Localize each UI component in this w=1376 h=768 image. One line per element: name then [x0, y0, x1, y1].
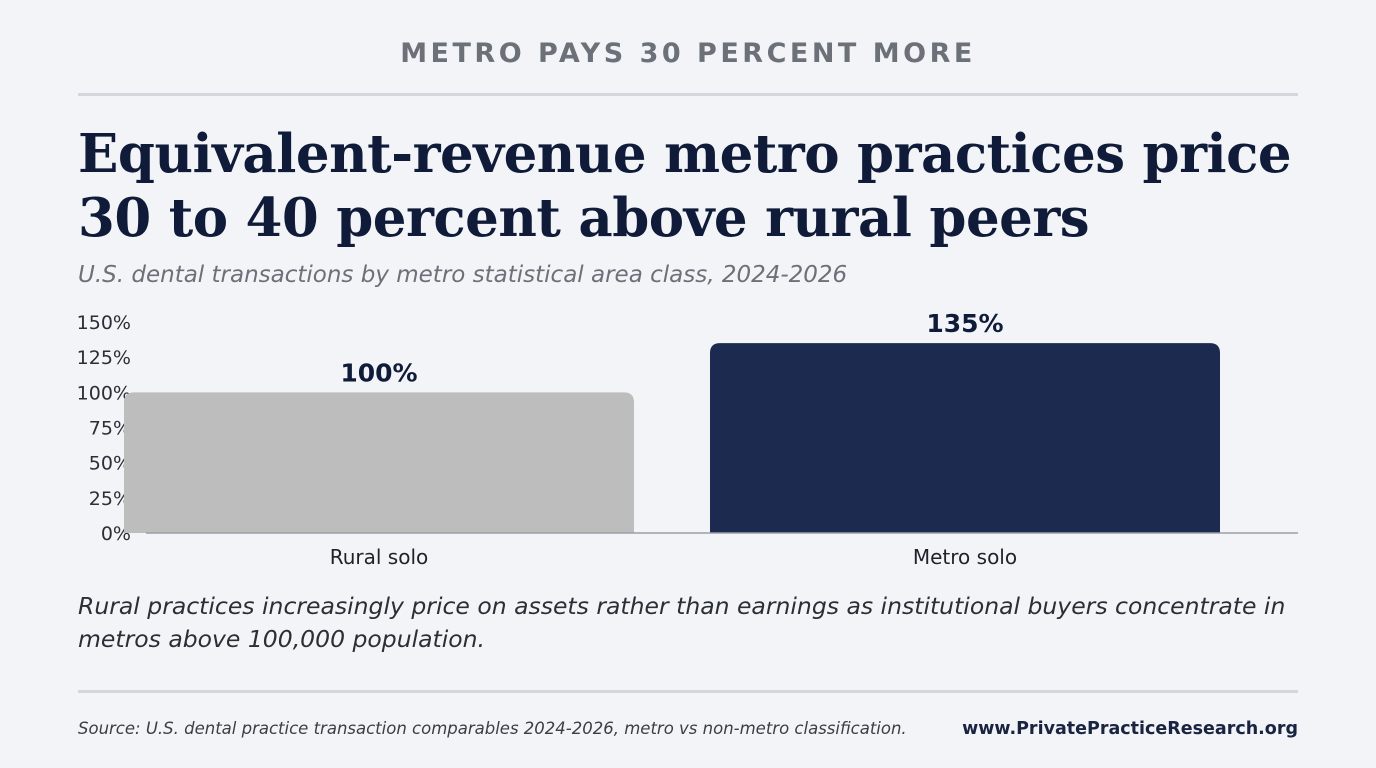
y-tick-label: 25%	[89, 488, 131, 510]
bar	[710, 343, 1220, 533]
website-link[interactable]: www.PrivatePracticeResearch.org	[962, 719, 1298, 739]
x-tick-label: Metro solo	[913, 545, 1017, 569]
chart-title: Equivalent-revenue metro practices price…	[78, 123, 1292, 249]
bar-chart: 0% 25% 50% 75% 100% 125% 150% 100% Rural solo 135…	[77, 309, 1298, 569]
bottom-divider	[78, 690, 1298, 693]
y-tick-label: 0%	[101, 523, 131, 545]
bar-value-label: 100%	[340, 358, 417, 387]
y-tick-label: 75%	[89, 418, 131, 440]
chart-subtitle: U.S. dental transactions by metro statis…	[78, 262, 848, 288]
y-tick-label: 125%	[77, 347, 131, 369]
y-tick-label: 150%	[77, 312, 131, 334]
y-tick-label: 100%	[77, 382, 131, 404]
x-tick-label: Rural solo	[330, 545, 429, 569]
y-tick-label: 50%	[89, 453, 131, 475]
top-divider	[78, 93, 1298, 96]
bar	[124, 392, 634, 533]
chart-note: Rural practices increasingly price on as…	[78, 592, 1286, 653]
bar-value-label: 135%	[926, 309, 1003, 338]
chart-kicker: METRO PAYS 30 PERCENT MORE	[400, 38, 976, 69]
source-note: Source: U.S. dental practice transaction…	[78, 719, 907, 738]
